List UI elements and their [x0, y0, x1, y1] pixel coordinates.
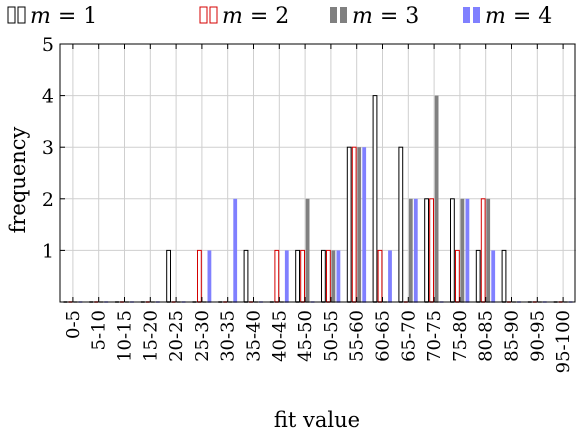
x-axis-label: fit value — [274, 408, 360, 432]
bar — [326, 249, 331, 303]
legend-label: m = 1 — [30, 4, 97, 29]
bar — [465, 198, 470, 302]
legend-entry: m = 4 — [463, 4, 552, 29]
bar — [295, 249, 301, 303]
bar — [501, 249, 507, 303]
x-tick-label: 95-100 — [553, 310, 574, 373]
x-tick-label: 65-70 — [398, 310, 419, 362]
x-tick-label: 75-80 — [450, 310, 471, 362]
y-tick-label: 4 — [42, 86, 54, 108]
bar — [450, 198, 455, 303]
x-tick-label: 40-45 — [269, 310, 290, 362]
legend-swatch — [463, 7, 470, 23]
y-tick-label: 1 — [42, 240, 54, 262]
x-tick-label: 85-90 — [502, 310, 523, 362]
bar — [491, 250, 496, 302]
bar — [424, 198, 430, 303]
x-tick-label: 45-50 — [295, 310, 316, 362]
x-tick-label: 25-30 — [192, 310, 213, 362]
legend-entry: m = 3 — [330, 4, 419, 29]
y-tick-label: 2 — [42, 189, 54, 211]
x-tick-label: 20-25 — [166, 310, 187, 362]
bar — [284, 250, 289, 302]
bar — [233, 198, 238, 302]
x-tick-labels: 0-5 5-10 10-15 15-20 20-25 25-30 30-35 35-40 40-… — [63, 310, 574, 373]
bar — [413, 198, 418, 302]
legend-label: m = 3 — [352, 4, 419, 29]
legend-swatch — [330, 7, 337, 23]
bar — [388, 250, 392, 302]
bar — [372, 95, 378, 303]
x-tick-label: 35-40 — [244, 310, 265, 362]
x-tick-label: 70-75 — [424, 310, 445, 362]
bar — [475, 249, 481, 303]
legend-label: m = 2 — [222, 4, 289, 29]
x-tick-label: 55-60 — [347, 310, 368, 362]
bar — [480, 198, 486, 303]
x-tick-label: 90-95 — [527, 310, 548, 362]
legend-entry: m = 1 — [7, 4, 97, 29]
y-tick-label: 5 — [42, 34, 54, 56]
bar — [274, 249, 280, 303]
x-tick-label: 50-55 — [321, 310, 342, 362]
legend: m = 1 m = 2 m = 3 m = 4 — [7, 4, 552, 29]
bar — [321, 249, 326, 303]
bar — [377, 249, 383, 303]
legend-entry: m = 2 — [199, 4, 289, 29]
axes — [59, 43, 576, 303]
bar — [305, 198, 310, 302]
x-tick-label: 0-5 — [63, 310, 84, 339]
grid — [60, 43, 576, 302]
bar — [398, 146, 404, 303]
legend-swatch — [473, 7, 480, 23]
plot-frame — [59, 43, 576, 303]
bar — [336, 250, 341, 302]
bar — [331, 250, 336, 302]
bar — [434, 95, 439, 302]
bar — [408, 198, 413, 302]
x-tick-label: 60-65 — [373, 310, 394, 362]
bar — [166, 249, 171, 303]
bar — [429, 198, 435, 303]
bar — [362, 147, 367, 302]
y-axis-label: frequency — [6, 126, 30, 233]
bar — [207, 250, 212, 302]
bar — [300, 249, 306, 303]
x-tick-label: 5-10 — [89, 310, 110, 350]
x-tick-label: 10-15 — [115, 310, 136, 362]
bar — [460, 198, 465, 302]
bar — [346, 146, 352, 303]
legend-label: m = 4 — [485, 4, 552, 29]
x-tick-label: 15-20 — [140, 310, 161, 362]
legend-swatch — [17, 6, 26, 24]
bar — [243, 249, 249, 303]
bar — [197, 249, 202, 303]
y-tick-label: 3 — [42, 137, 54, 159]
legend-swatch — [340, 7, 347, 23]
legend-swatch — [7, 6, 16, 24]
bar — [357, 147, 362, 302]
bar — [351, 146, 357, 303]
legend-swatch — [209, 6, 218, 24]
y-tick-labels: 1 2 3 4 5 — [42, 34, 54, 262]
bar — [486, 198, 491, 302]
bar — [455, 249, 460, 303]
x-tick-label: 30-35 — [218, 310, 239, 362]
x-tick-label: 80-85 — [476, 310, 497, 362]
legend-swatch — [199, 6, 208, 24]
